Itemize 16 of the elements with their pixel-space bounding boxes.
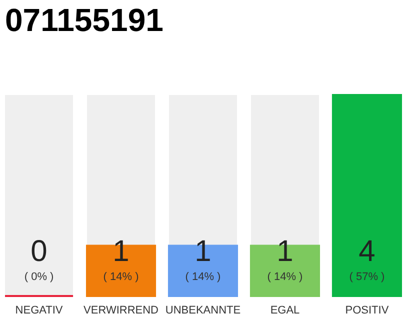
annotation: ( 14% )	[185, 271, 221, 283]
x-tick-label: NEGATIV	[15, 304, 64, 316]
data-label: 0	[30, 235, 48, 268]
x-tick-label: UNBEKANNTE	[165, 304, 241, 316]
annotation: ( 0% )	[24, 271, 54, 283]
chart-title: 071155191	[5, 2, 164, 38]
x-tick-label: POSITIV	[345, 304, 390, 316]
annotation: ( 14% )	[103, 271, 139, 283]
annotation: ( 57% )	[349, 271, 385, 283]
data-label: 4	[358, 235, 376, 268]
data-label: 1	[112, 235, 130, 268]
x-tick-label: EGAL	[270, 304, 300, 316]
data-label: 1	[194, 235, 212, 268]
data-label: 1	[276, 235, 294, 268]
annotation: ( 14% )	[267, 271, 303, 283]
x-tick-label: VERWIRREND	[84, 304, 159, 316]
